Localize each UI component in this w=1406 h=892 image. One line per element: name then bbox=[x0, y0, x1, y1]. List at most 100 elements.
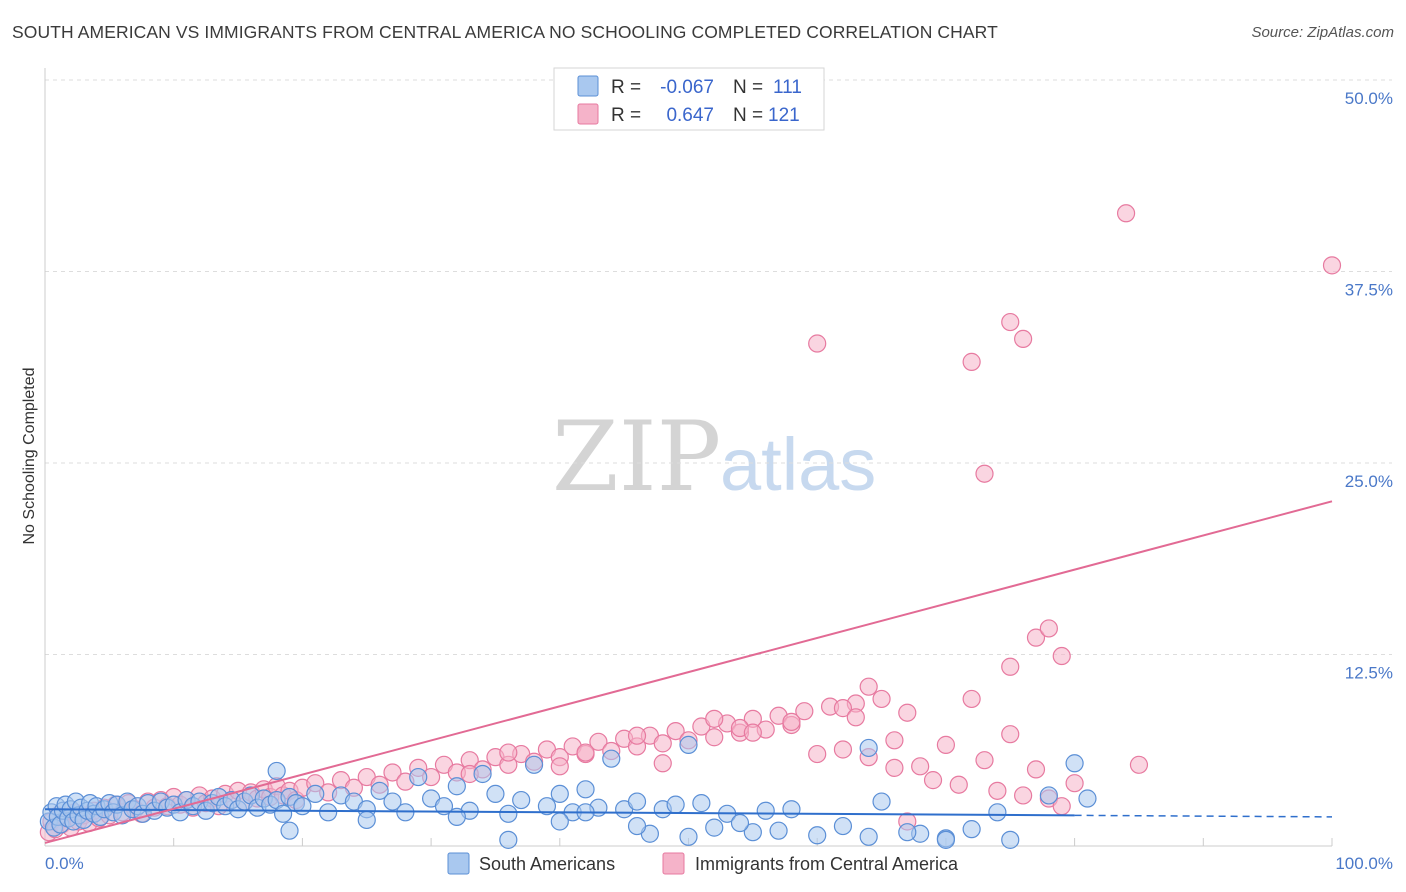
data-point-central-america bbox=[860, 678, 877, 695]
data-point-central-america bbox=[706, 710, 723, 727]
y-tick-labels: 12.5%25.0%37.5%50.0% bbox=[1345, 89, 1393, 683]
data-point-south-americans bbox=[500, 805, 517, 822]
data-point-central-america bbox=[1040, 620, 1057, 637]
data-point-central-america bbox=[809, 335, 826, 352]
data-point-south-americans bbox=[410, 769, 427, 786]
data-point-south-americans bbox=[358, 811, 375, 828]
data-point-south-americans bbox=[1040, 787, 1057, 804]
legend-n-value-2: 121 bbox=[768, 105, 800, 126]
data-point-south-americans bbox=[693, 795, 710, 812]
data-point-south-americans bbox=[474, 765, 491, 782]
data-point-central-america bbox=[873, 690, 890, 707]
data-point-south-americans bbox=[307, 785, 324, 802]
data-point-south-americans bbox=[963, 821, 980, 838]
data-point-south-americans bbox=[526, 756, 543, 773]
x-tick-label-min: 0.0% bbox=[45, 854, 84, 873]
y-tick-label: 12.5% bbox=[1345, 664, 1393, 683]
data-point-central-america bbox=[886, 759, 903, 776]
bottom-legend-swatch-pink bbox=[663, 853, 684, 874]
data-point-south-americans bbox=[937, 831, 954, 848]
data-point-central-america bbox=[886, 732, 903, 749]
legend-n-label-1: N = bbox=[733, 77, 763, 98]
data-point-central-america bbox=[834, 741, 851, 758]
data-point-central-america bbox=[551, 758, 568, 775]
data-point-south-americans bbox=[629, 793, 646, 810]
data-point-south-americans bbox=[873, 793, 890, 810]
legend-r-label-1: R = bbox=[611, 77, 641, 98]
data-point-central-america bbox=[577, 744, 594, 761]
data-point-central-america bbox=[899, 704, 916, 721]
data-point-south-americans bbox=[667, 796, 684, 813]
data-point-central-america bbox=[1118, 205, 1135, 222]
bottom-legend-label-south-americans: South Americans bbox=[479, 854, 615, 874]
chart-canvas: ZIP atlas No Schooling Completed 12.5% 25… bbox=[0, 0, 1406, 892]
data-point-south-americans bbox=[860, 739, 877, 756]
data-point-central-america bbox=[976, 752, 993, 769]
y-axis-label: No Schooling Completed bbox=[21, 368, 38, 545]
watermark-atlas: atlas bbox=[720, 423, 876, 506]
data-point-south-americans bbox=[629, 818, 646, 835]
data-point-central-america bbox=[963, 690, 980, 707]
data-point-south-americans bbox=[809, 827, 826, 844]
data-point-central-america bbox=[1015, 787, 1032, 804]
x-tick-label-max: 100.0% bbox=[1335, 854, 1393, 873]
data-point-south-americans bbox=[577, 781, 594, 798]
data-point-central-america bbox=[912, 758, 929, 775]
data-point-south-americans bbox=[1066, 755, 1083, 772]
data-point-south-americans bbox=[731, 815, 748, 832]
legend-r-label-2: R = bbox=[611, 105, 641, 126]
data-point-south-americans bbox=[770, 822, 787, 839]
data-point-south-americans bbox=[860, 828, 877, 845]
data-point-south-americans bbox=[680, 736, 697, 753]
legend-r-value-2: 0.647 bbox=[666, 105, 714, 126]
legend-n-label-2: N = bbox=[733, 105, 763, 126]
trend-line-south-americans-extension bbox=[1075, 815, 1332, 817]
data-point-central-america bbox=[937, 736, 954, 753]
data-point-south-americans bbox=[989, 804, 1006, 821]
data-point-central-america bbox=[744, 724, 761, 741]
data-point-south-americans bbox=[757, 802, 774, 819]
data-point-south-americans bbox=[500, 831, 517, 848]
data-point-central-america bbox=[809, 746, 826, 763]
data-point-south-americans bbox=[899, 824, 916, 841]
data-point-central-america bbox=[989, 782, 1006, 799]
legend-swatch-blue bbox=[578, 76, 598, 96]
data-point-central-america bbox=[1002, 658, 1019, 675]
data-point-central-america bbox=[1130, 756, 1147, 773]
bottom-legend-label-central-america: Immigrants from Central America bbox=[695, 854, 959, 874]
data-point-central-america bbox=[1015, 330, 1032, 347]
data-point-south-americans bbox=[487, 785, 504, 802]
series-south-americans bbox=[40, 736, 1406, 848]
data-point-south-americans bbox=[834, 818, 851, 835]
correlation-legend: R = -0.067 N = 111 R = 0.647 N = 121 bbox=[554, 68, 824, 130]
data-point-central-america bbox=[847, 709, 864, 726]
data-point-central-america bbox=[500, 744, 517, 761]
data-point-central-america bbox=[976, 465, 993, 482]
data-point-south-americans bbox=[448, 778, 465, 795]
data-point-south-americans bbox=[551, 785, 568, 802]
gridlines bbox=[45, 80, 1392, 655]
y-tick-label: 50.0% bbox=[1345, 89, 1393, 108]
data-point-central-america bbox=[1066, 775, 1083, 792]
data-point-central-america bbox=[1324, 257, 1341, 274]
trend-line-central-america bbox=[45, 501, 1332, 843]
data-point-south-americans bbox=[281, 822, 298, 839]
data-point-south-americans bbox=[603, 750, 620, 767]
data-point-central-america bbox=[963, 353, 980, 370]
data-point-central-america bbox=[629, 727, 646, 744]
data-point-central-america bbox=[1002, 314, 1019, 331]
data-point-central-america bbox=[925, 772, 942, 789]
data-point-south-americans bbox=[1002, 831, 1019, 848]
legend-n-value-1: 111 bbox=[773, 77, 802, 98]
watermark: ZIP atlas bbox=[552, 401, 876, 513]
data-point-central-america bbox=[1002, 726, 1019, 743]
y-tick-label: 25.0% bbox=[1345, 472, 1393, 491]
data-point-central-america bbox=[654, 755, 671, 772]
data-point-south-americans bbox=[1079, 790, 1096, 807]
data-point-central-america bbox=[706, 729, 723, 746]
series-legend: South Americans Immigrants from Central … bbox=[448, 853, 959, 874]
data-point-central-america bbox=[950, 776, 967, 793]
trend-lines bbox=[45, 501, 1332, 843]
legend-swatch-pink bbox=[578, 104, 598, 124]
watermark-zip: ZIP bbox=[552, 401, 721, 513]
